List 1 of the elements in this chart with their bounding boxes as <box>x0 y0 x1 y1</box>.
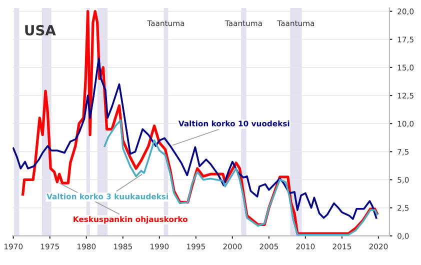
text: USA <box>25 24 56 36</box>
